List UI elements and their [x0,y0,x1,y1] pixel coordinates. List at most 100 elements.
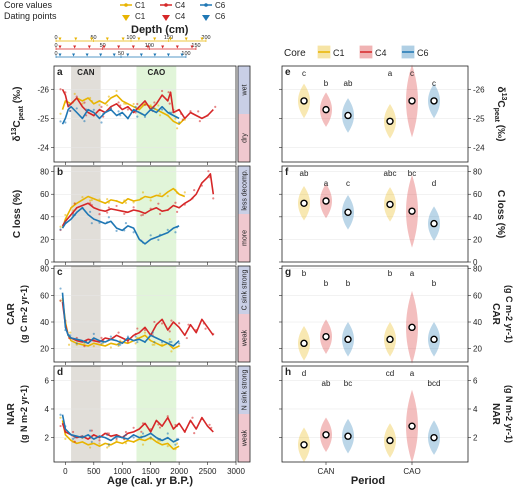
data-point-C1 [89,446,92,449]
data-point-C4 [98,439,101,442]
top-legend: Core values Dating points C1 C1 C4 C4 C6 C6 D… [4,0,226,58]
y-tick-label: -26 [37,85,49,94]
legend-dot-C4 [164,3,168,7]
depth-scale-tick-label: 100 [145,43,154,49]
data-point-C6 [73,436,76,439]
data-point-C1 [176,442,179,445]
right-panel-e: c b ab a c c -26 -25 -24 e δ13Cpeat (‰) [279,64,507,163]
data-point-C6 [143,115,147,118]
y-tick-label: -24 [37,143,49,152]
data-point-C6 [132,231,135,234]
data-point-C6 [160,108,164,111]
depth-dating-marker [139,53,143,57]
depth-scale-tick-label: 150 [164,35,173,41]
depth-dating-marker [146,45,150,49]
data-point-C1 [157,104,160,107]
depth-dating-marker [175,45,179,49]
y-tick-label-right: 60 [473,291,482,300]
left-panel-frame [53,65,237,163]
x-tick-label: 2500 [199,467,217,476]
data-point-C1 [132,201,135,204]
side-top-text: C sink strong [242,269,249,310]
y-tick-label-right: 4 [473,405,478,414]
depth-dating-marker [180,53,184,57]
data-point-C4 [100,336,103,339]
data-point-C1 [115,89,118,93]
right-y-axis-label: δ13Cpeat (‰) [493,87,507,142]
significance-letter: a [388,69,393,78]
data-point-C1 [98,442,101,445]
side-bottom-text: dry [242,133,249,143]
panel-letter: a [57,67,63,78]
data-point-C6 [174,231,177,234]
violin-median-CAO-C6 [430,335,438,344]
data-point-C1 [59,112,62,115]
data-point-C6 [106,433,109,436]
legend-label-C6: C6 [215,1,226,10]
depth-scale-tick-label: 100 [181,51,190,57]
data-point-C4 [198,120,201,123]
data-point-C4 [174,201,177,204]
violin-median-CAN-C4 [322,197,330,205]
left-panel-frame [53,265,237,363]
left-panel-b: 0 20 40 60 80 b C loss (%) [12,165,237,267]
violin-median-CAO-C4 [408,422,416,430]
panel-letter: c [57,267,63,278]
side-top-text: N sink strong [242,369,249,410]
y-axis-label: NAR [6,402,17,424]
data-point-C4 [59,88,62,91]
violin-median-CAO-C1 [386,117,394,125]
data-point-C6 [178,342,181,345]
data-point-C4 [214,105,217,108]
y-tick-label-right: 20 [473,345,482,354]
panel-letter: e [285,67,291,78]
data-point-C4 [73,440,76,443]
data-point-C6 [124,433,128,437]
left-panel-frame [53,165,237,263]
data-point-C6 [136,115,139,118]
data-point-C6 [71,437,75,440]
data-point-C6 [166,432,169,435]
series-line-C6 [61,207,180,245]
x-tick-label: 500 [87,467,101,476]
data-point-C1 [168,338,171,341]
y-tick-label-right: 20 [473,235,482,244]
x-tick-label: 2000 [170,467,188,476]
y-tick-label: -25 [37,114,49,123]
data-point-C6 [149,234,152,237]
depth-scale-tick-label: 50 [118,51,124,57]
depth-dating-marker [72,53,76,57]
y-tick-label: 60 [40,190,49,199]
data-point-C4 [207,170,210,173]
depth-scales: 0 50 100 150 2000 50 100 1500 50 100 [54,35,211,58]
violin-median-CAN-C6 [344,432,352,440]
data-point-C6 [92,108,95,111]
data-point-C1 [64,437,67,440]
right-legend-label-C6: C6 [417,48,429,58]
right-legend-label-C4: C4 [375,48,387,58]
left-panel-a: CAN CAO -26 -25 -24 a δ13Cpeat (‰) [11,65,237,165]
data-point-C4 [132,426,135,429]
data-point-C1 [149,199,152,202]
data-point-C1 [132,102,135,106]
data-point-C4 [140,214,143,217]
y-tick-label: 4 [45,405,50,414]
data-point-C4 [170,319,173,322]
data-point-C1 [170,350,173,353]
significance-letter: bcd [428,379,441,388]
series-line-C1 [61,94,186,125]
significance-letter: d [432,179,436,188]
data-point-C1 [183,191,186,194]
data-point-C1 [109,346,112,349]
y-label-part: δ [495,87,506,93]
data-point-C1 [59,225,62,228]
violin-median-CAO-C1 [386,335,394,344]
x-tick-label: CAN [318,467,335,476]
y-axis-unit-label: (g N m-2 yr-1) [19,385,29,443]
data-point-C6 [69,109,72,113]
legend-triangle-C6 [202,15,210,21]
significance-letter: c [410,69,414,78]
x-tick-label: CAO [403,467,420,476]
data-point-C6 [59,413,62,416]
